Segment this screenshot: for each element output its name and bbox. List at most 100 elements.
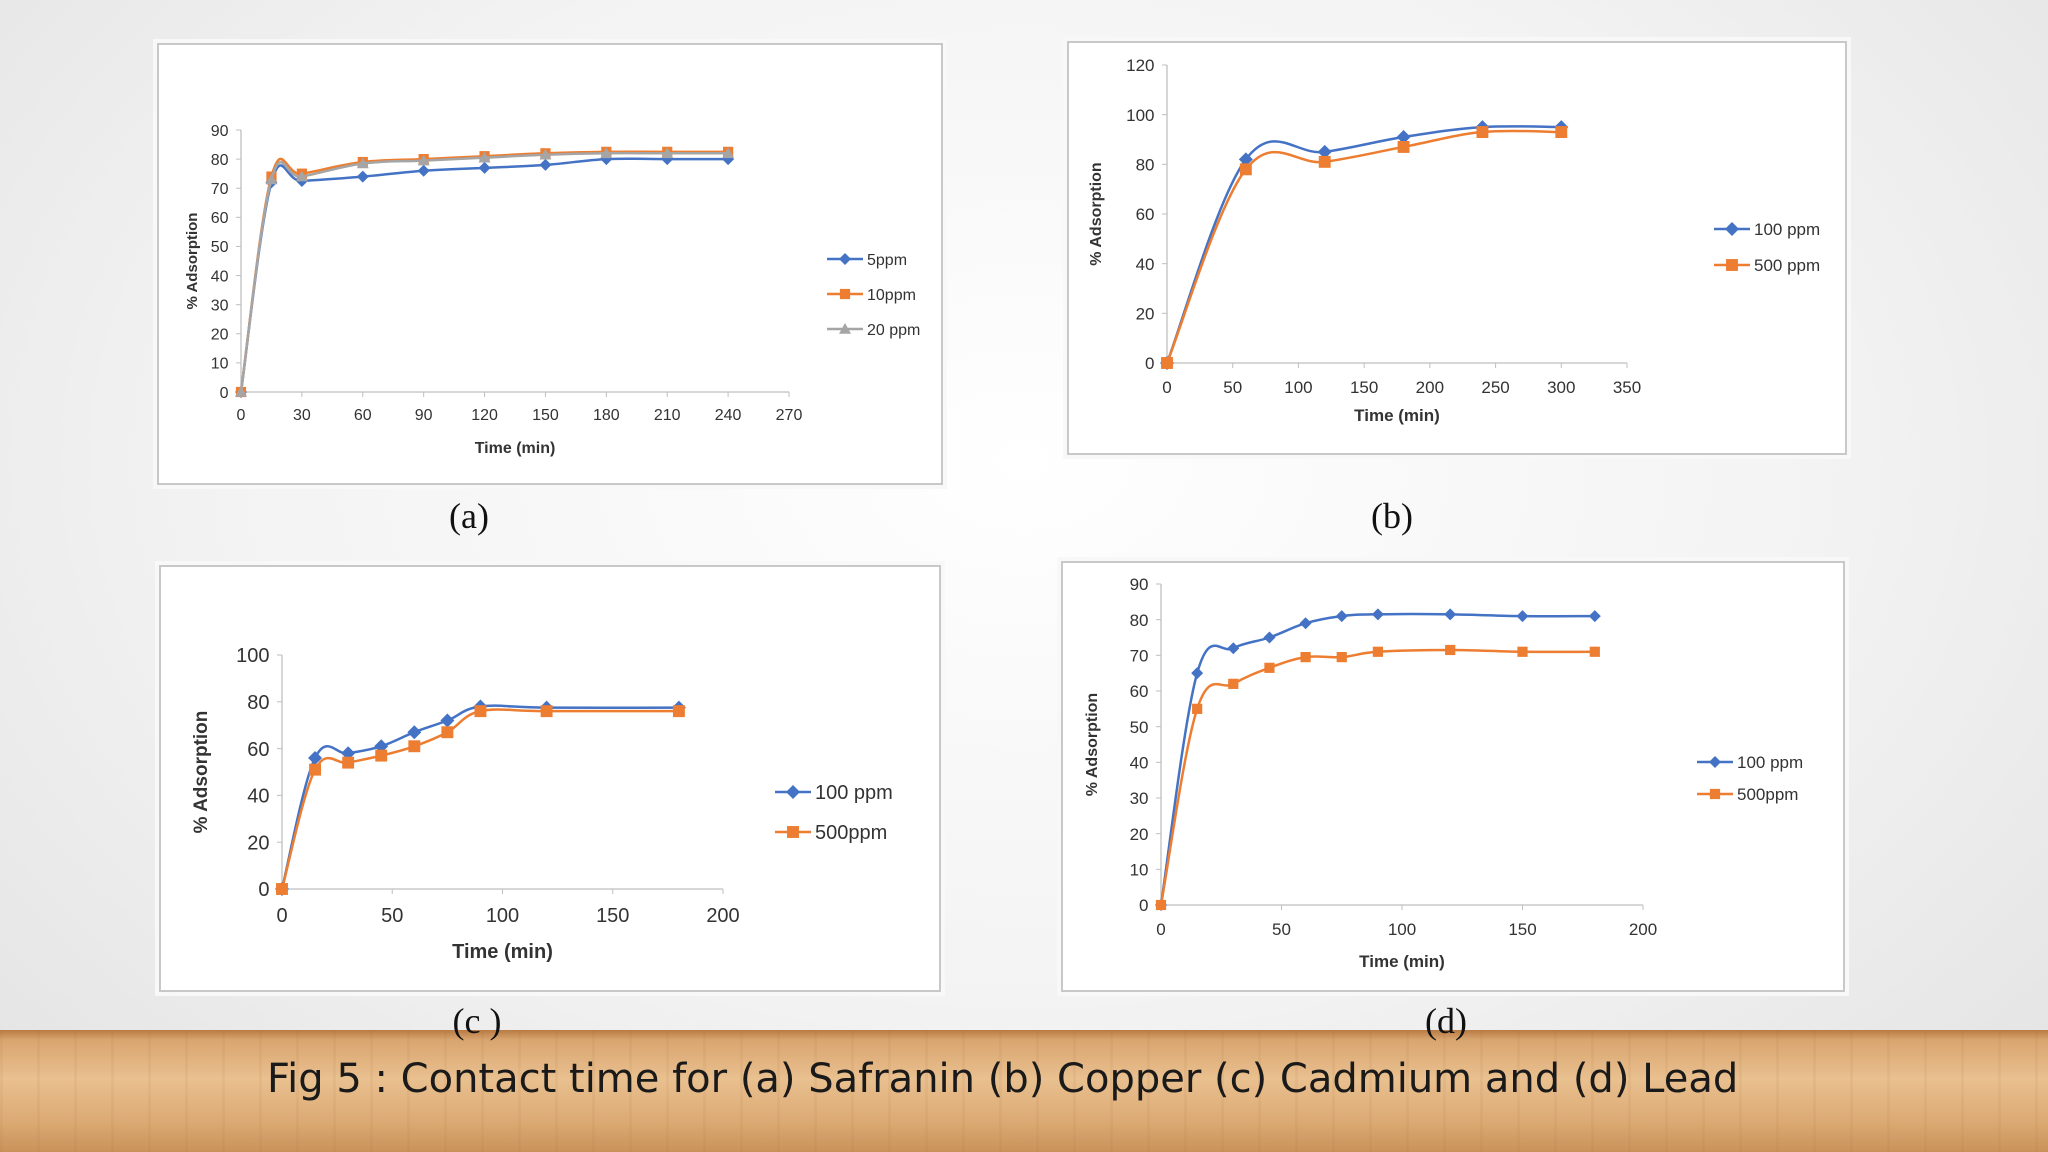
figure-caption: Fig 5 : Contact time for (a) Safranin (b… <box>267 1056 1739 1102</box>
x-tick-label: 250 <box>1481 378 1509 397</box>
y-tick-label: 60 <box>1130 682 1149 701</box>
data-point <box>1299 617 1312 630</box>
data-point <box>1161 357 1173 369</box>
y-tick-label: 0 <box>220 385 229 402</box>
data-point <box>672 705 685 718</box>
y-tick-label: 0 <box>1145 354 1154 373</box>
x-tick-label: 350 <box>1613 378 1641 397</box>
panel-label-b: (b) <box>1371 496 1413 536</box>
data-point <box>1397 141 1410 153</box>
x-tick-label: 200 <box>1416 378 1444 397</box>
data-point <box>1588 610 1601 623</box>
data-point <box>1300 652 1311 663</box>
data-point <box>1336 652 1347 663</box>
data-point <box>265 173 278 185</box>
data-point <box>1238 152 1253 167</box>
y-tick-label: 20 <box>211 327 229 344</box>
y-tick-label: 50 <box>1130 718 1149 737</box>
y-tick-label: 70 <box>1130 646 1149 665</box>
x-axis-title: Time (min) <box>475 440 556 457</box>
series-line-500ppm <box>280 708 679 890</box>
chart-c: 0 50 100 150 200 0 20 40 60 80 100 Time (min) % Adso… <box>191 645 893 963</box>
series-line-500ppm <box>1165 129 1562 364</box>
y-tick-label: 40 <box>247 786 269 808</box>
y-tick-label: 20 <box>247 832 269 854</box>
data-point <box>417 154 430 166</box>
legend-marker <box>786 785 800 799</box>
data-point <box>356 157 369 169</box>
data-point <box>440 713 455 728</box>
x-tick-label: 200 <box>1629 920 1657 939</box>
y-tick-label: 30 <box>211 297 229 314</box>
data-point <box>1227 642 1240 655</box>
legend-marker <box>1726 259 1738 271</box>
series-line-5ppm <box>239 157 729 393</box>
y-tick-label: 100 <box>1126 106 1154 125</box>
legend-label: 20 ppm <box>867 322 920 339</box>
data-point <box>1517 646 1528 657</box>
x-tick-label: 150 <box>532 407 559 424</box>
y-tick-label: 80 <box>1130 611 1149 630</box>
x-tick-label: 100 <box>486 905 519 927</box>
series-line-100ppm <box>280 704 679 890</box>
data-point <box>539 148 552 160</box>
y-axis-title: % Adsorption <box>191 711 212 834</box>
y-tick-label: 80 <box>247 692 269 714</box>
y-tick-label: 0 <box>258 879 269 901</box>
legend-marker <box>839 323 851 334</box>
y-tick-label: 40 <box>211 268 229 285</box>
chart-panel-a: 0 30 60 90 120 150 180 210 240 270 0 10 20 30 40 50 60 70… <box>157 43 943 485</box>
x-tick-label: 0 <box>276 905 287 927</box>
data-point <box>1476 126 1489 138</box>
data-point <box>308 750 323 765</box>
data-point <box>1318 155 1331 168</box>
legend-marker <box>839 288 851 300</box>
panel-label-a: (a) <box>449 496 489 536</box>
x-tick-label: 0 <box>1162 378 1171 397</box>
data-point <box>1228 678 1239 689</box>
y-tick-label: 10 <box>1130 860 1149 879</box>
legend-label: 100 ppm <box>815 782 893 804</box>
data-point <box>407 725 422 740</box>
data-point <box>1191 667 1204 680</box>
y-tick-label: 0 <box>1139 896 1148 915</box>
legend-marker <box>1709 756 1721 768</box>
x-tick-label: 180 <box>593 407 620 424</box>
series-line-100ppm <box>1165 125 1562 364</box>
x-tick-label: 0 <box>1156 920 1165 939</box>
data-point <box>1372 646 1383 657</box>
series-line-20ppm <box>239 151 729 393</box>
data-point <box>375 749 388 762</box>
data-point <box>1444 608 1457 621</box>
data-point <box>1589 646 1600 657</box>
y-tick-label: 40 <box>1130 753 1149 772</box>
y-tick-label: 40 <box>1136 255 1155 274</box>
legend-label: 5ppm <box>867 252 907 269</box>
data-point <box>1555 126 1568 138</box>
y-tick-label: 30 <box>1130 789 1149 808</box>
y-tick-label: 20 <box>1136 304 1155 323</box>
data-point <box>1155 899 1167 911</box>
y-tick-label: 90 <box>1130 575 1149 594</box>
x-tick-label: 50 <box>381 905 403 927</box>
data-point <box>1263 631 1276 644</box>
data-point <box>374 739 389 754</box>
x-axis-title: Time (min) <box>452 941 553 963</box>
legend-marker <box>787 826 799 838</box>
y-tick-label: 70 <box>211 181 229 198</box>
y-tick-label: 60 <box>1136 205 1155 224</box>
legend-label: 500 ppm <box>1754 256 1820 275</box>
y-tick-label: 60 <box>211 210 229 227</box>
x-tick-label: 270 <box>776 407 803 424</box>
data-point <box>478 161 491 174</box>
x-tick-label: 150 <box>1350 378 1378 397</box>
x-tick-label: 120 <box>471 407 498 424</box>
data-point <box>276 883 288 895</box>
legend-label: 10ppm <box>867 287 916 304</box>
legend-label: 100 ppm <box>1754 220 1820 239</box>
x-tick-label: 100 <box>1284 378 1312 397</box>
x-axis-title: Time (min) <box>1354 406 1440 425</box>
data-point <box>600 147 613 159</box>
x-tick-label: 210 <box>654 407 681 424</box>
y-tick-label: 120 <box>1126 56 1154 75</box>
